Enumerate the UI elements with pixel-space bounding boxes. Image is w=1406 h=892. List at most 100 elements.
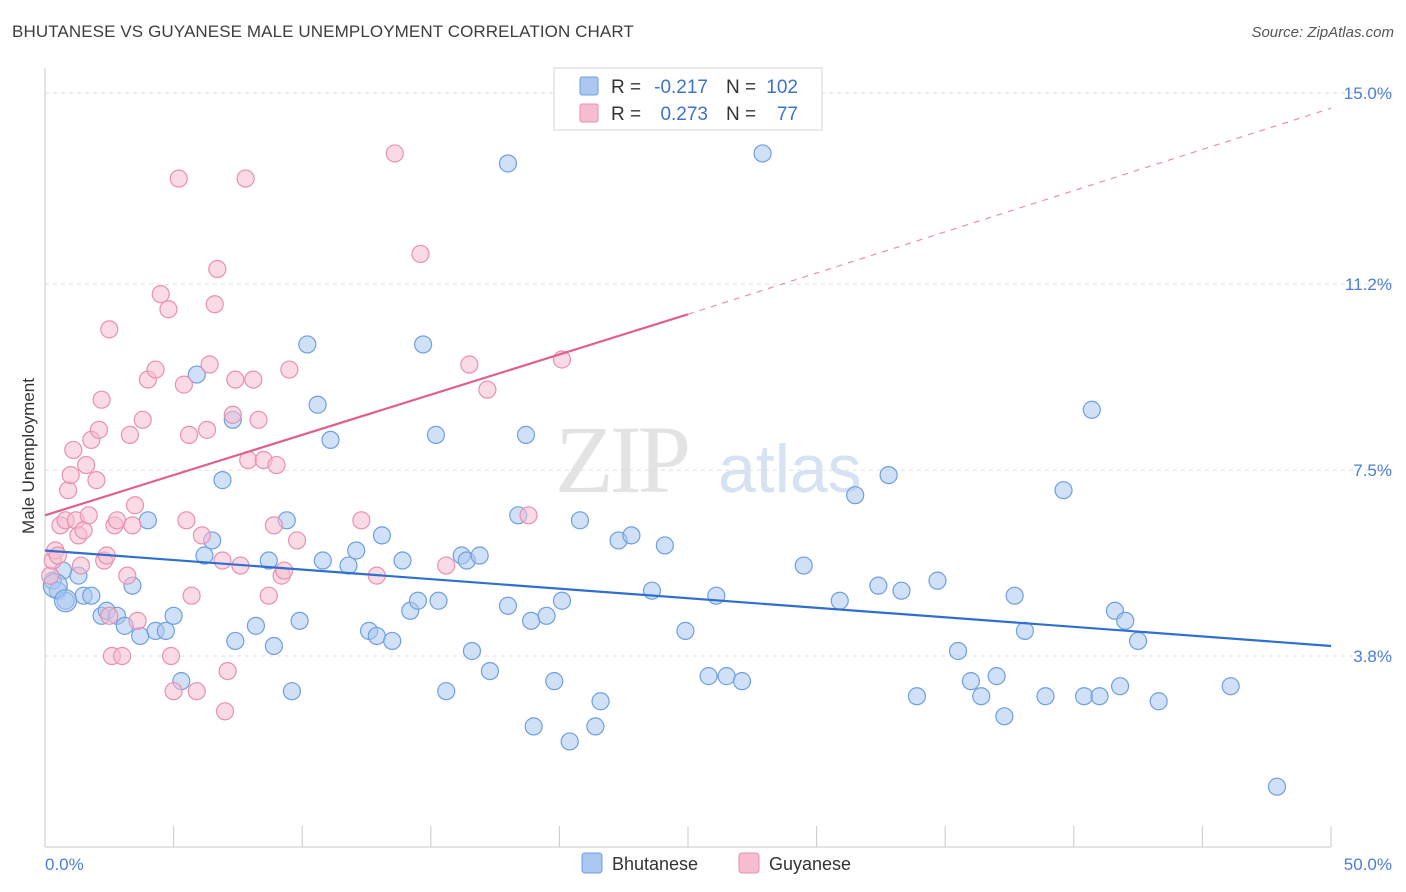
guyanese-point <box>74 521 93 540</box>
bhutanese-point <box>1149 692 1168 711</box>
watermark-zip: ZIP <box>555 406 688 513</box>
guyanese-point <box>208 259 227 279</box>
guyanese-point <box>182 586 201 605</box>
bhutanese-point <box>1128 631 1148 651</box>
guyanese-point <box>64 440 83 460</box>
bhutanese-point <box>676 621 695 640</box>
bhutanese-point <box>413 335 433 354</box>
bhutanese-point <box>524 717 543 736</box>
guyanese-point <box>164 682 183 701</box>
guyanese-point <box>215 702 235 721</box>
guyanese-point <box>125 496 145 515</box>
x-tick-label-max: 50.0% <box>1344 855 1392 874</box>
guyanese-point <box>267 455 286 475</box>
guyanese-point <box>259 586 278 605</box>
legend-r-value-2: 0.273 <box>660 104 708 125</box>
bhutanese-point <box>717 667 736 686</box>
bhutanese-point <box>131 626 150 646</box>
bhutanese-point <box>259 551 278 570</box>
guyanese-point <box>218 661 237 681</box>
trend-lines <box>44 107 1332 648</box>
y-axis-title: Male Unemployment <box>19 378 38 534</box>
bhutanese-point <box>82 586 101 605</box>
bhutanese-point <box>429 591 448 610</box>
y-tick-labels: 3.8% 7.5% 11.2% 15.0% <box>1344 84 1392 666</box>
bhutanese-point <box>995 707 1014 726</box>
series-bhutanese-points <box>42 144 1287 796</box>
bhutanese-point <box>545 672 564 691</box>
guyanese-point <box>151 285 170 304</box>
bhutanese-point <box>498 154 518 173</box>
guyanese-point <box>77 455 96 475</box>
y-tick-label: 15.0% <box>1344 84 1392 103</box>
guyanese-point <box>123 516 142 535</box>
bhutanese-point <box>408 591 428 610</box>
bhutanese-point <box>928 571 947 590</box>
guyanese-point <box>437 556 456 575</box>
bhutanese-point <box>655 536 674 555</box>
guyanese-point <box>236 169 255 188</box>
bhutanese-point <box>313 551 332 570</box>
bhutanese-point <box>1267 777 1287 796</box>
guyanese-point <box>411 244 430 264</box>
trend-line-guyanese-extension <box>687 107 1332 315</box>
guyanese-point <box>200 355 219 374</box>
guyanese-point <box>92 390 111 409</box>
guyanese-point <box>280 360 299 379</box>
bottom-legend-swatch-guyanese <box>738 852 760 874</box>
guyanese-point <box>59 481 78 500</box>
legend-box <box>553 67 823 131</box>
correlation-legend: R = -0.217 N = 102 R = 0.273 N = 77 <box>553 67 823 131</box>
guyanese-point <box>48 546 67 565</box>
bhutanese-point <box>879 465 898 485</box>
bhutanese-point <box>156 621 175 640</box>
bhutanese-point <box>187 365 206 384</box>
guyanese-point <box>179 425 199 444</box>
bhutanese-point <box>213 471 232 490</box>
series-legend: Bhutanese Guyanese <box>581 852 851 874</box>
bhutanese-point <box>794 556 813 575</box>
bhutanese-point <box>347 541 366 560</box>
bhutanese-point <box>367 626 386 646</box>
guyanese-point <box>146 360 165 379</box>
bhutanese-point <box>987 667 1006 686</box>
source-credit: Source: ZipAtlas.com <box>1251 24 1394 41</box>
trend-line-bhutanese <box>44 549 1332 648</box>
bhutanese-point <box>591 692 610 711</box>
bhutanese-point <box>383 631 402 651</box>
guyanese-point <box>352 511 371 530</box>
chart-title: BHUTANESE VS GUYANESE MALE UNEMPLOYMENT … <box>12 22 634 41</box>
legend-n-label-1: N = <box>726 77 756 98</box>
bhutanese-point <box>1015 621 1035 640</box>
bhutanese-point <box>393 551 412 570</box>
guyanese-point <box>249 410 268 429</box>
bhutanese-point <box>516 425 536 444</box>
bottom-legend-label-bhutanese: Bhutanese <box>612 854 698 874</box>
legend-swatch-bhutanese <box>579 76 599 96</box>
bhutanese-point <box>732 672 752 691</box>
bhutanese-point <box>1116 611 1135 630</box>
bhutanese-point <box>321 430 340 450</box>
bhutanese-point <box>195 546 214 565</box>
guyanese-point <box>226 370 245 389</box>
legend-r-label-2: R = <box>611 104 641 125</box>
bhutanese-point <box>972 687 991 706</box>
watermark-atlas: atlas <box>718 431 862 507</box>
y-tick-label: 3.8% <box>1353 647 1392 666</box>
bhutanese-point <box>1005 586 1024 605</box>
bhutanese-point <box>846 486 865 505</box>
bhutanese-point <box>426 425 446 444</box>
guyanese-point <box>159 300 178 319</box>
x-axis-ticks <box>44 826 1332 847</box>
bhutanese-point <box>298 335 317 354</box>
bhutanese-point <box>1082 400 1101 419</box>
guyanese-point <box>197 420 217 439</box>
guyanese-point <box>174 375 193 394</box>
bhutanese-point <box>470 546 489 565</box>
bhutanese-point <box>138 511 157 530</box>
bhutanese-point <box>907 687 927 706</box>
bhutanese-point <box>53 589 78 613</box>
bhutanese-point <box>586 717 605 736</box>
bhutanese-point <box>164 606 183 625</box>
